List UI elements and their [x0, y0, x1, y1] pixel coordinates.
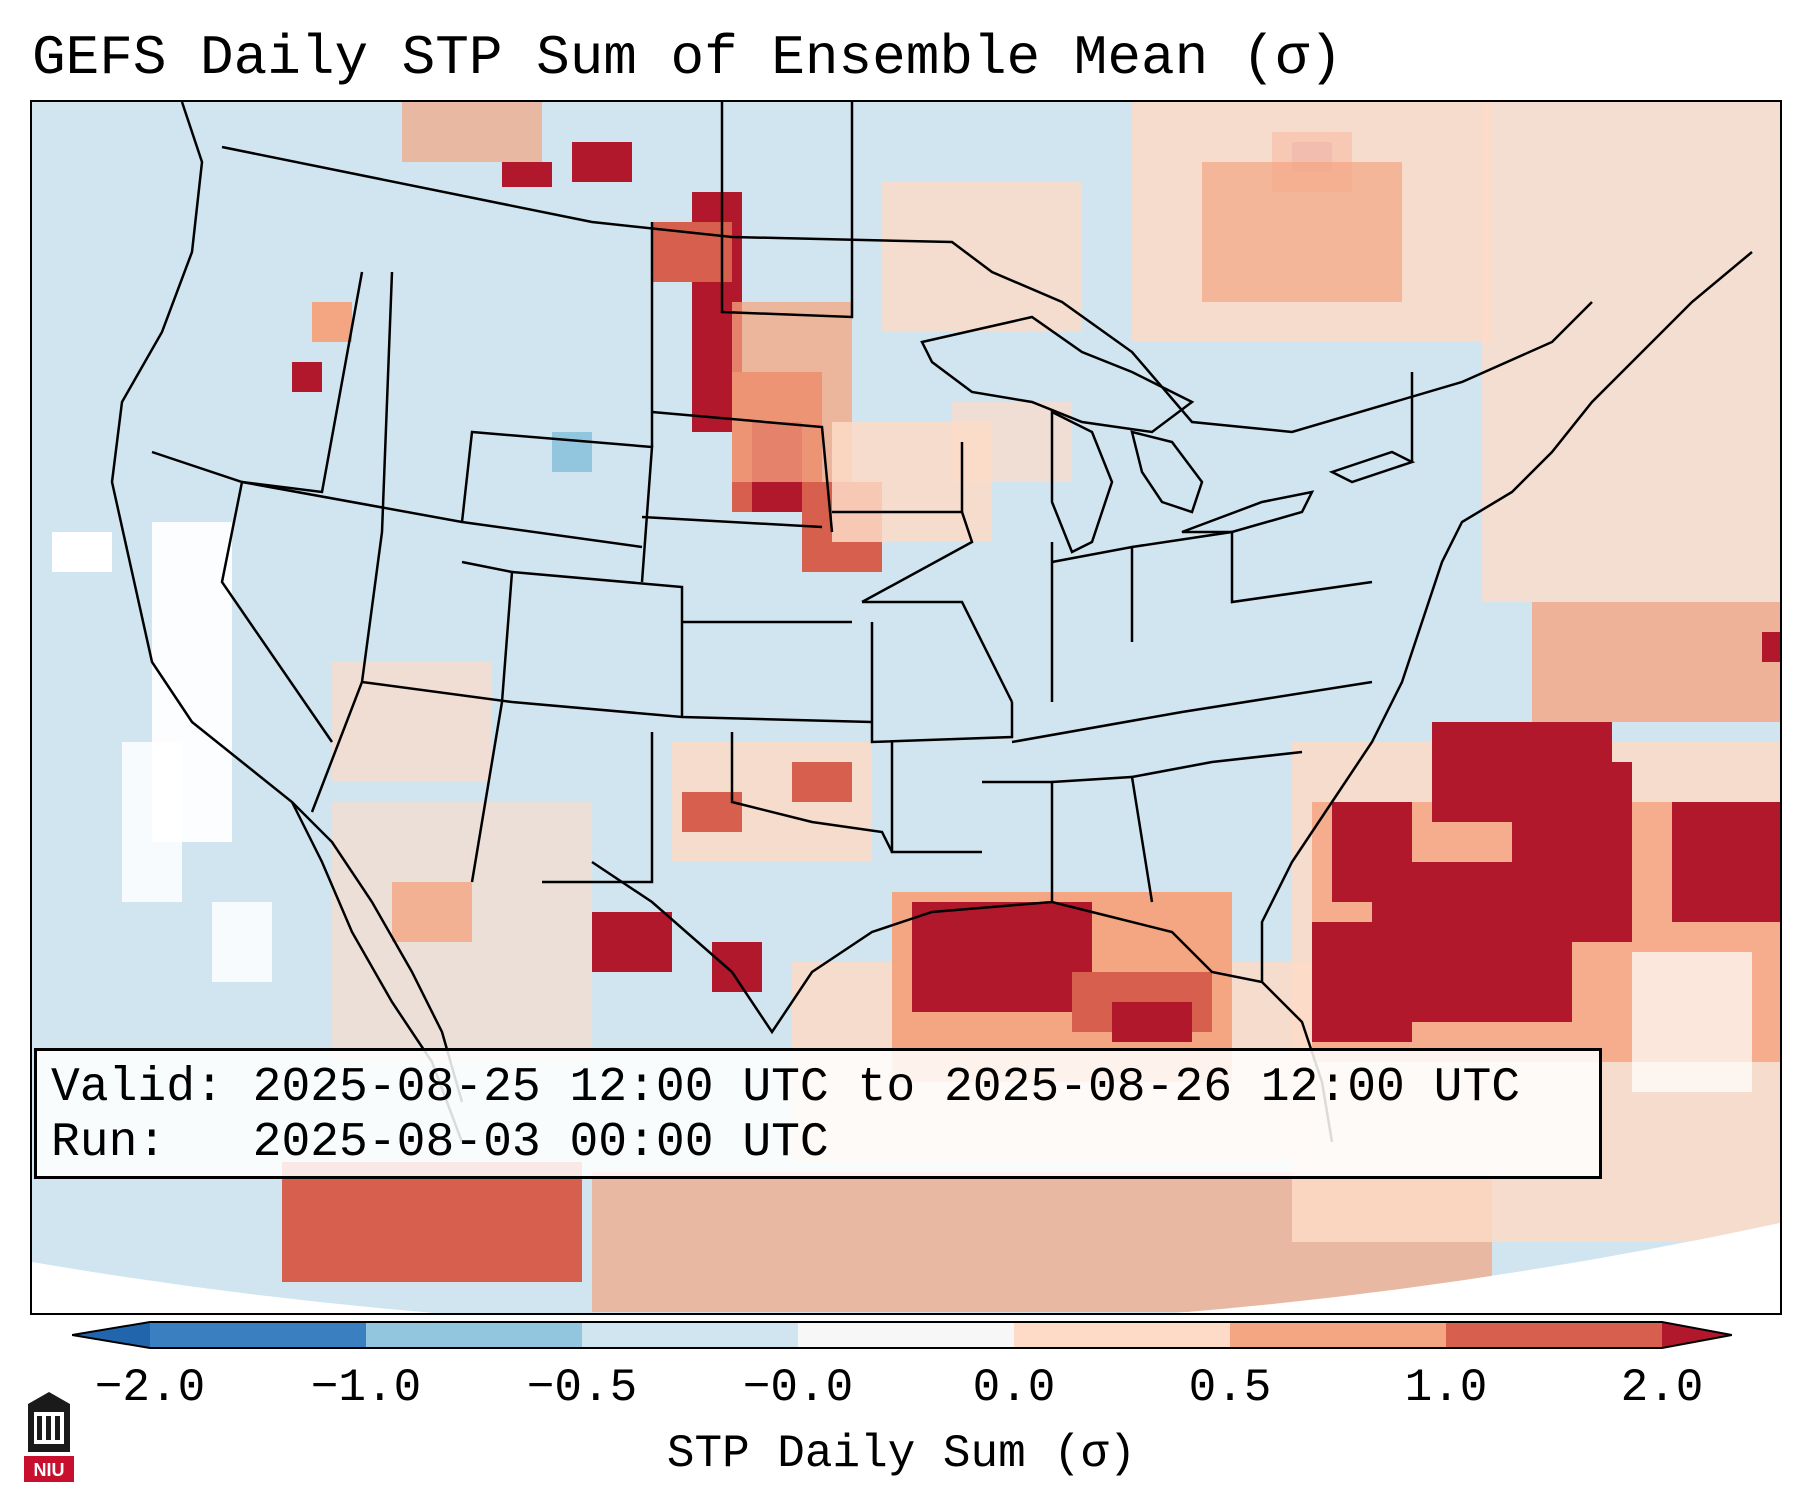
anomaly-patch	[912, 902, 1092, 1012]
colorbar-segment	[1446, 1322, 1662, 1348]
state-line	[310, 271, 394, 813]
anomaly-patch	[282, 1162, 582, 1282]
anomaly-patch	[1112, 1002, 1192, 1042]
run-label: Run:	[51, 1116, 167, 1170]
colorbar-tick-label: −1.0	[310, 1362, 422, 1414]
lake-huron	[1130, 430, 1204, 514]
state-line	[542, 732, 654, 884]
colorbar-tick-label: 2.0	[1620, 1362, 1704, 1414]
anomaly-patch	[502, 162, 552, 187]
state-line	[220, 481, 334, 743]
anomaly-patch	[52, 532, 112, 572]
colorbar-extend-low	[72, 1322, 150, 1348]
colorbar-tick-label: −0.0	[742, 1362, 854, 1414]
valid-time-range: 2025-08-25 12:00 UTC to 2025-08-26 12:00…	[252, 1061, 1521, 1115]
anomaly-patch	[1202, 162, 1402, 302]
state-line	[890, 742, 982, 854]
state-line	[720, 102, 854, 319]
pacific-coastline	[110, 102, 464, 1103]
state-line	[641, 515, 823, 529]
state-line	[651, 410, 834, 533]
political-boundaries	[110, 102, 1753, 1143]
colorbar-tick-label: 1.0	[1404, 1362, 1488, 1414]
colorbar-tick-label: 0.0	[972, 1362, 1056, 1414]
colorbar-tick-label: 0.5	[1188, 1362, 1272, 1414]
colorbar-tick-label: −2.0	[94, 1362, 206, 1414]
anomaly-patch	[1762, 632, 1780, 662]
atlantic-coastline	[1260, 251, 1753, 982]
state-line	[241, 271, 364, 494]
colorbar-segment	[798, 1322, 1014, 1348]
anomaly-patch	[212, 902, 272, 982]
anomaly-patch	[1312, 922, 1412, 1042]
us-canada-border	[221, 145, 1593, 434]
anomaly-patch	[652, 222, 732, 282]
valid-run-info-box: Valid: 2025-08-25 12:00 UTC to 2025-08-2…	[34, 1048, 1602, 1179]
state-line	[361, 680, 873, 724]
valid-label: Valid:	[51, 1061, 224, 1115]
colorbar-segment	[1014, 1322, 1230, 1348]
colorbar-extend-high	[1662, 1322, 1732, 1348]
state-line	[460, 430, 654, 583]
state-line	[730, 732, 894, 853]
anomaly-patch	[332, 662, 492, 782]
state-line	[151, 450, 643, 549]
colorbar-tick-label: −0.5	[526, 1362, 638, 1414]
state-line	[461, 560, 514, 883]
state-line	[1011, 680, 1373, 744]
anomaly-patch	[572, 142, 632, 182]
state-line	[1131, 750, 1303, 779]
state-line	[862, 600, 1014, 703]
anomaly-patch	[592, 912, 672, 972]
colorbar-segment	[582, 1322, 798, 1348]
chart-title: GEFS Daily STP Sum of Ensemble Mean (σ)	[32, 26, 1343, 90]
colorbar	[72, 1321, 1732, 1349]
colorbar-outline	[72, 1321, 1732, 1349]
run-time: 2025-08-03 00:00 UTC	[252, 1116, 829, 1170]
colorbar-segment	[366, 1322, 582, 1348]
niu-logo: NIU	[24, 1392, 74, 1482]
anomaly-patch	[1632, 952, 1752, 1092]
anomaly-patch	[122, 742, 182, 902]
anomaly-patch	[712, 942, 762, 992]
anomaly-patch	[882, 182, 1082, 332]
lake-superior	[920, 315, 1195, 434]
anomaly-patch	[1532, 602, 1780, 722]
anomaly-patch	[392, 882, 472, 942]
logo-text: NIU	[34, 1460, 65, 1480]
lake-michigan	[1050, 409, 1114, 554]
anomaly-patch	[402, 102, 542, 162]
colorbar-label: STP Daily Sum (σ)	[666, 1428, 1137, 1480]
state-line	[1131, 530, 1373, 604]
gulf-coastline	[591, 860, 1334, 1143]
state-line	[870, 622, 1014, 744]
anomaly-patch	[1672, 802, 1780, 922]
state-line	[511, 570, 684, 717]
anomaly-patch	[292, 362, 322, 392]
anomaly-patch	[312, 302, 352, 342]
colorbar-segment	[1230, 1322, 1446, 1348]
state-line	[832, 510, 974, 604]
anomaly-patch	[792, 762, 852, 802]
colorbar-segment	[150, 1322, 366, 1348]
